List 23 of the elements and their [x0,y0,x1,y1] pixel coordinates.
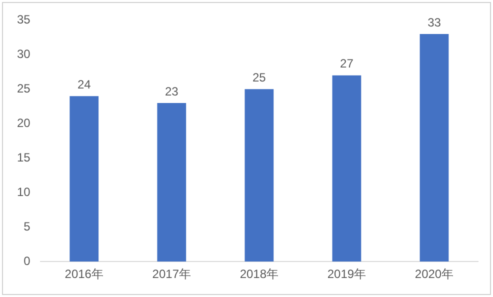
y-tick-label: 20 [16,116,31,130]
y-tick-label: 30 [16,47,31,61]
data-label: 24 [77,77,92,92]
y-tick-label: 5 [24,219,31,234]
data-label: 27 [340,56,354,71]
bar [244,89,274,262]
bar [157,102,186,262]
x-tick-label: 2018年 [240,267,279,282]
data-label: 25 [252,70,266,84]
bar [420,34,449,262]
y-tick-label: 0 [24,254,31,268]
bar [70,96,99,262]
bar [332,75,362,262]
x-tick-label: 2019年 [327,267,366,282]
x-tick-label: 2016年 [64,267,104,282]
data-label: 23 [164,84,179,98]
y-tick-label: 35 [16,12,31,27]
y-tick-label: 25 [16,81,31,96]
data-label: 33 [428,15,442,30]
x-tick-label: 2017年 [152,267,191,282]
x-tick-label: 2020年 [414,267,454,282]
y-tick-label: 10 [16,184,31,199]
y-tick-label: 15 [16,150,31,164]
